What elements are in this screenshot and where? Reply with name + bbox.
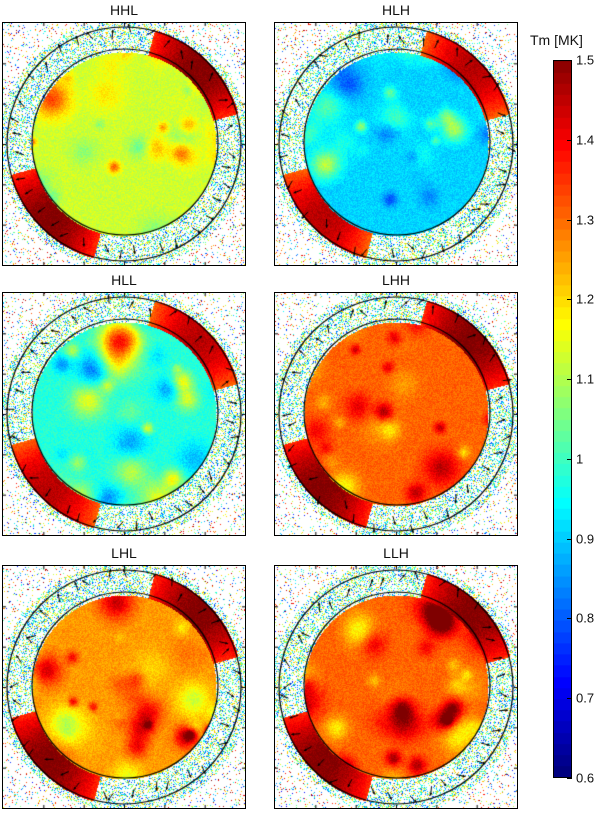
colorbar-tick-label: 0.9 bbox=[576, 531, 595, 547]
colorbar-tick-mark bbox=[567, 458, 572, 460]
panel-title: HLH bbox=[381, 2, 410, 18]
colorbar-tick-mark bbox=[567, 778, 572, 779]
colorbar-tick-mark bbox=[567, 60, 572, 61]
heatmap-image bbox=[3, 293, 245, 535]
panel-title: HHL bbox=[109, 2, 138, 18]
panel-title: LLH bbox=[383, 545, 409, 561]
colorbar-tick-mark bbox=[567, 618, 572, 620]
colorbar bbox=[553, 60, 572, 778]
colorbar-tick-mark bbox=[567, 379, 572, 381]
panel-title: LHH bbox=[381, 272, 410, 288]
colorbar-tick-label: 1.2 bbox=[576, 291, 595, 307]
heatmap-panel-hhl bbox=[2, 22, 246, 266]
panel-title: LHL bbox=[111, 545, 137, 561]
colorbar-tick-mark bbox=[567, 219, 572, 221]
colorbar-tick-label: 0.8 bbox=[576, 610, 595, 626]
heatmap-image bbox=[3, 566, 245, 808]
panel-title: HLL bbox=[111, 272, 137, 288]
heatmap-panel-lhh bbox=[274, 292, 518, 536]
heatmap-image bbox=[275, 566, 517, 808]
heatmap-image bbox=[3, 23, 245, 265]
heatmap-panel-hll bbox=[2, 292, 246, 536]
heatmap-panel-llh bbox=[274, 565, 518, 809]
heatmap-panel-hlh bbox=[274, 22, 518, 266]
colorbar-title: Tm [MK] bbox=[530, 32, 583, 48]
colorbar-tick-label: 1.5 bbox=[576, 52, 595, 68]
heatmap-image bbox=[275, 23, 517, 265]
colorbar-tick-mark bbox=[567, 538, 572, 540]
colorbar-tick-label: 1.1 bbox=[576, 371, 595, 387]
colorbar-tick-label: 0.6 bbox=[576, 770, 595, 786]
heatmap-image bbox=[275, 293, 517, 535]
colorbar-tick-mark bbox=[567, 698, 572, 700]
colorbar-tick-mark bbox=[567, 299, 572, 301]
colorbar-tick-label: 1 bbox=[576, 451, 584, 467]
colorbar-tick-mark bbox=[567, 139, 572, 141]
colorbar-tick-label: 0.7 bbox=[576, 690, 595, 706]
heatmap-panel-lhl bbox=[2, 565, 246, 809]
colorbar-tick-label: 1.3 bbox=[576, 212, 595, 228]
colorbar-tick-label: 1.4 bbox=[576, 132, 595, 148]
